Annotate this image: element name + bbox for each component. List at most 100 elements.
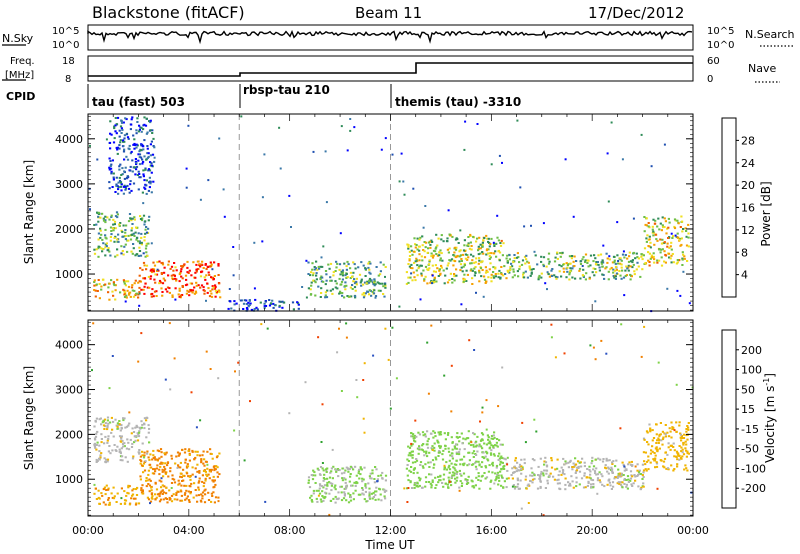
scatter-cell xyxy=(347,492,350,495)
scatter-cell xyxy=(319,474,322,476)
scatter-cell xyxy=(324,291,327,294)
scatter-cell xyxy=(403,193,406,196)
scatter-cell xyxy=(451,441,454,444)
velocity-scatter xyxy=(91,320,694,517)
scatter-cell xyxy=(411,461,415,464)
scatter-cell xyxy=(134,426,137,429)
scatter-cell xyxy=(122,419,125,422)
scatter-cell xyxy=(149,453,152,456)
scatter-cell xyxy=(175,278,178,281)
scatter-cell xyxy=(93,443,96,446)
scatter-cell xyxy=(492,271,495,273)
scatter-cell xyxy=(419,298,422,301)
scatter-cell xyxy=(437,237,440,240)
scatter-cell xyxy=(352,271,355,274)
scatter-cell xyxy=(652,231,656,234)
scatter-cell xyxy=(552,475,555,478)
scatter-cell xyxy=(195,426,198,429)
scatter-cell xyxy=(641,258,644,261)
scatter-cell xyxy=(128,293,131,296)
scatter-cell xyxy=(147,242,150,245)
scatter-cell xyxy=(369,477,372,480)
scatter-cell xyxy=(161,294,164,297)
scatter-cell xyxy=(148,490,151,493)
scatter-cell xyxy=(181,266,184,269)
scatter-cell xyxy=(165,492,168,495)
scatter-cell xyxy=(431,274,434,277)
scatter-cell xyxy=(681,251,684,254)
scatter-cell xyxy=(490,276,493,279)
scatter-cell xyxy=(149,275,153,278)
scatter-cell xyxy=(372,491,375,494)
velocity-region-1 xyxy=(139,448,221,504)
scatter-cell xyxy=(312,272,315,275)
scatter-cell xyxy=(592,465,596,468)
scatter-cell xyxy=(114,117,117,119)
scatter-cell xyxy=(272,306,275,309)
scatter-cell xyxy=(478,280,481,283)
scatter-cell xyxy=(656,439,659,442)
scatter-cell xyxy=(196,450,199,453)
scatter-cell xyxy=(345,322,348,325)
scatter-cell xyxy=(240,299,244,302)
scatter-cell xyxy=(199,265,202,268)
scatter-cell xyxy=(542,265,545,268)
scatter-cell xyxy=(607,479,610,482)
scatter-cell xyxy=(538,474,541,477)
scatter-cell xyxy=(124,117,127,120)
scatter-cell xyxy=(196,470,199,473)
scatter-cell xyxy=(194,271,197,274)
scatter-cell xyxy=(123,291,126,293)
scatter-cell xyxy=(141,489,144,492)
scatter-cell xyxy=(149,121,152,124)
scatter-cell xyxy=(594,458,597,461)
scatter-cell xyxy=(171,474,174,477)
scatter-cell xyxy=(148,441,151,444)
scatter-cell xyxy=(325,469,328,472)
scatter-cell xyxy=(206,463,209,466)
scatter-cell xyxy=(117,233,120,236)
scatter-cell xyxy=(123,445,126,448)
scatter-cell xyxy=(199,198,202,201)
scatter-cell xyxy=(480,275,483,278)
scatter-cell xyxy=(169,388,172,391)
scatter-cell xyxy=(459,229,462,232)
scatter-cell xyxy=(490,435,494,437)
scatter-cell xyxy=(642,476,645,478)
scatter-cell xyxy=(579,461,582,464)
scatter-cell xyxy=(377,474,380,477)
nave-tick-high: 60 xyxy=(707,56,720,67)
scatter-cell xyxy=(115,146,118,149)
scatter-cell xyxy=(498,154,501,157)
scatter-cell xyxy=(203,292,206,295)
scatter-cell xyxy=(125,177,129,179)
scatter-cell xyxy=(472,456,475,458)
scatter-cell xyxy=(108,218,111,221)
scatter-cell xyxy=(418,448,421,451)
scatter-cell xyxy=(152,180,155,183)
scatter-cell xyxy=(109,254,112,257)
scatter-cell xyxy=(217,274,220,276)
scatter-cell xyxy=(490,449,493,452)
scatter-cell xyxy=(556,276,559,279)
scatter-cell xyxy=(585,272,588,275)
scatter-cell xyxy=(151,472,154,475)
scatter-cell xyxy=(438,451,442,454)
scatter-cell xyxy=(520,458,523,461)
scatter-cell xyxy=(620,472,623,475)
scatter-cell xyxy=(687,428,690,431)
scatter-cell xyxy=(355,283,358,286)
scatter-cell xyxy=(418,479,421,482)
scatter-cell xyxy=(489,480,492,483)
scatter-cell xyxy=(410,454,413,457)
scatter-cell xyxy=(649,246,652,249)
scatter-cell xyxy=(478,271,481,274)
scatter-cell xyxy=(120,229,123,232)
scatter-cell xyxy=(563,463,566,466)
scatter-cell xyxy=(321,403,324,406)
scatter-cell xyxy=(114,215,118,218)
scatter-cell xyxy=(657,217,660,220)
scatter-cell xyxy=(518,463,522,466)
scatter-cell xyxy=(673,218,677,221)
scatter-cell xyxy=(649,430,652,433)
